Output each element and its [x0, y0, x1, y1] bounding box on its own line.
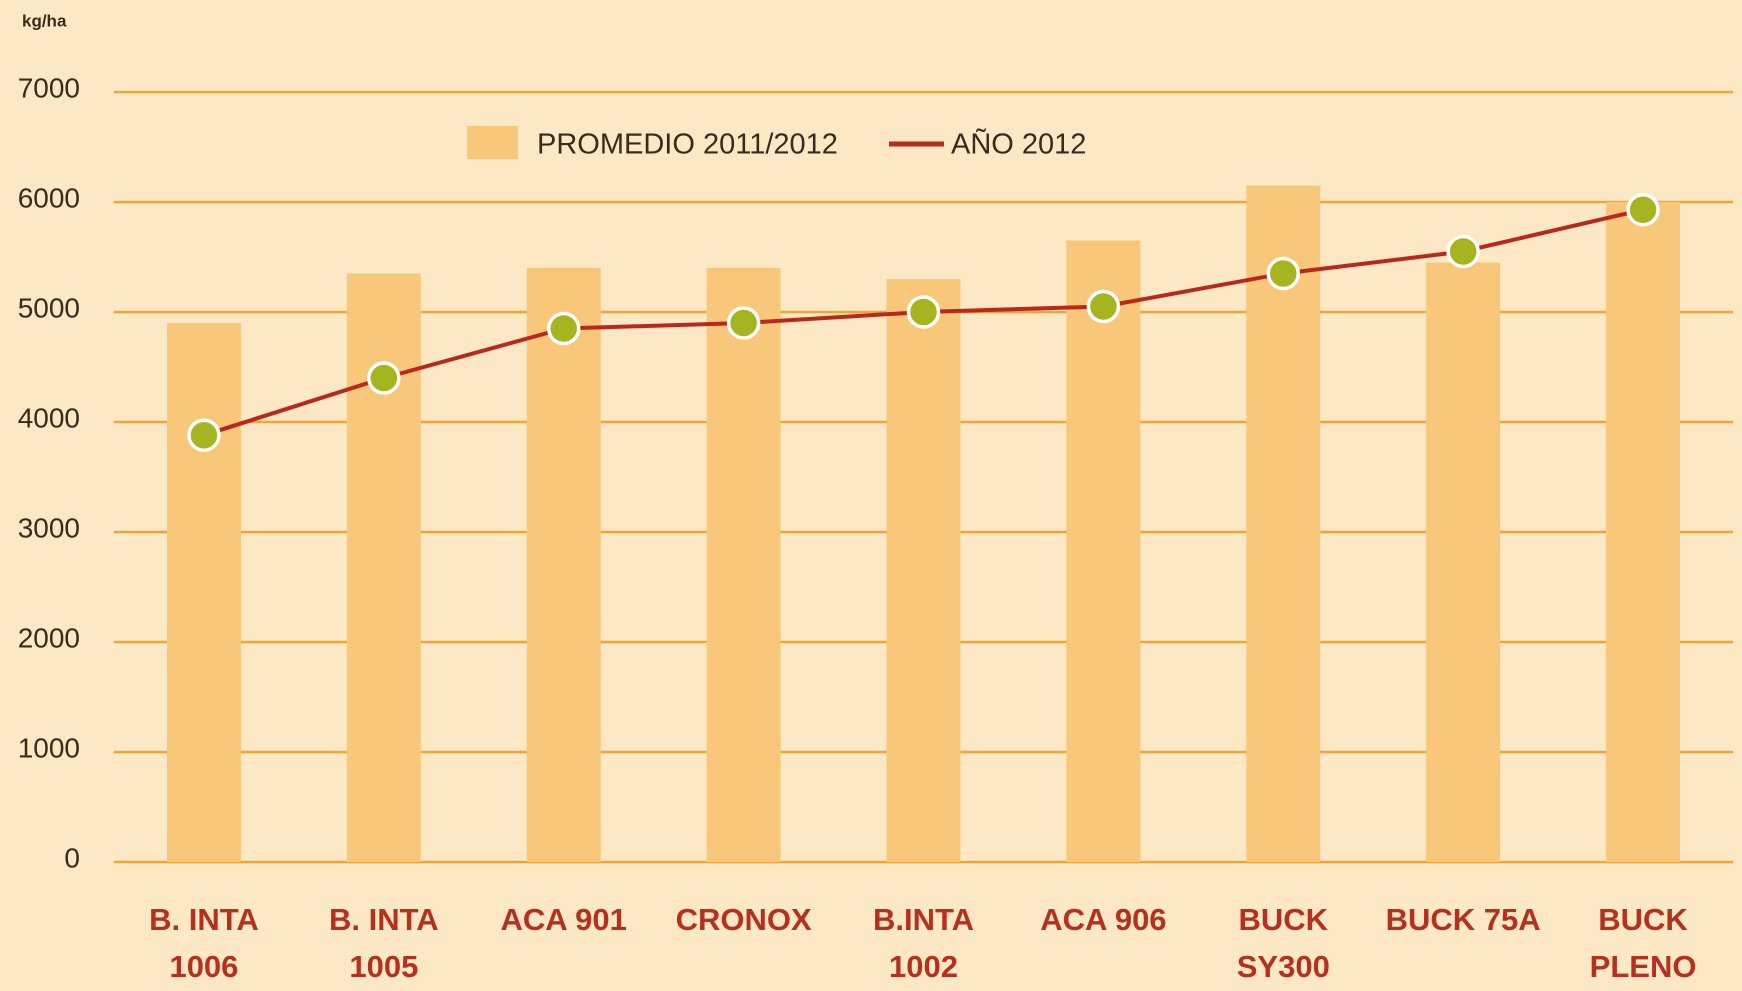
- y-tick-label: 4000: [18, 402, 80, 433]
- x-tick-label: BUCK: [1598, 902, 1688, 937]
- x-tick-label: 1002: [889, 949, 958, 984]
- x-tick-label: B. INTA: [149, 902, 259, 937]
- legend-label: PROMEDIO 2011/2012: [537, 129, 838, 161]
- marker: [367, 361, 401, 395]
- marker: [546, 311, 581, 346]
- marker: [906, 295, 941, 329]
- marker: [1626, 192, 1660, 227]
- marker: [1086, 289, 1121, 324]
- bar: [526, 268, 601, 862]
- bar: [166, 323, 241, 862]
- bar: [1246, 185, 1321, 862]
- y-tick-label: 6000: [18, 182, 80, 213]
- bar: [1606, 202, 1681, 862]
- bar: [1066, 240, 1141, 862]
- x-tick-label: 1005: [349, 949, 418, 984]
- marker: [187, 418, 221, 452]
- y-tick-label: 7000: [18, 72, 80, 103]
- x-tick-label: ACA 906: [1040, 902, 1166, 937]
- marker: [1266, 256, 1301, 291]
- x-tick-label: PLENO: [1590, 949, 1697, 984]
- x-tick-label: CRONOX: [676, 902, 812, 937]
- x-tick-label: B. INTA: [329, 902, 439, 937]
- x-tick-label: 1006: [169, 949, 238, 984]
- y-tick-label: 2000: [18, 622, 80, 653]
- bar: [706, 268, 781, 862]
- bar: [886, 279, 961, 862]
- legend-swatch: [467, 126, 518, 159]
- bar: [1426, 262, 1501, 862]
- y-tick-label: 0: [64, 842, 80, 873]
- marker: [1446, 234, 1480, 269]
- marker: [726, 306, 761, 340]
- x-tick-label: B.INTA: [873, 902, 974, 937]
- y-tick-label: 1000: [18, 732, 80, 763]
- x-tick-label: BUCK 75A: [1386, 902, 1541, 937]
- y-tick-label: 3000: [18, 512, 80, 543]
- legend-label: AÑO 2012: [951, 127, 1086, 161]
- y-axis-label: kg/ha: [22, 11, 67, 30]
- x-tick-label: BUCK: [1238, 902, 1328, 937]
- x-tick-label: SY300: [1237, 949, 1330, 984]
- x-tick-label: ACA 901: [501, 902, 627, 937]
- y-tick-label: 5000: [18, 292, 80, 323]
